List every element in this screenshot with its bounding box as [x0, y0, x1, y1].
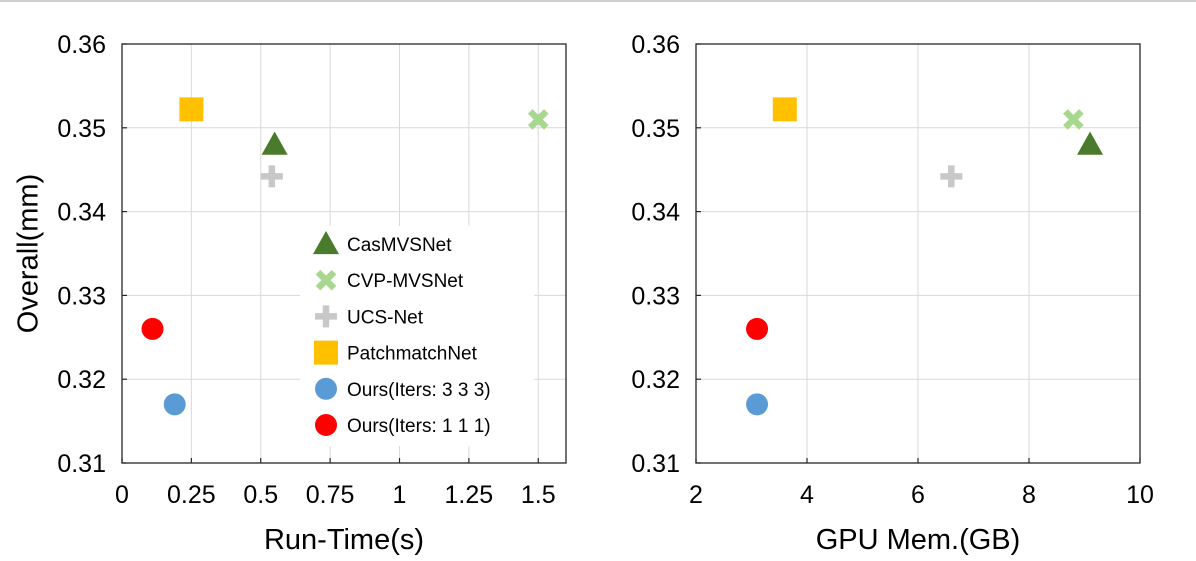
legend-label: UCS-Net [347, 307, 424, 328]
y-tick-label: 0.36 [57, 31, 106, 59]
data-point [260, 165, 283, 188]
data-point [746, 317, 769, 340]
x-tick-label: 6 [911, 481, 925, 509]
y-tick-label: 0.31 [631, 450, 680, 478]
legend-label: Ours(Iters: 1 1 1) [347, 416, 491, 437]
legend-box [300, 226, 534, 446]
data-point [179, 97, 204, 122]
x-tick-label: 0.5 [243, 481, 278, 509]
y-tick-label: 0.33 [57, 282, 106, 310]
legend-marker [315, 377, 337, 400]
x-tick-label: 1.25 [445, 481, 494, 509]
legend-marker [313, 231, 339, 255]
legend-label: PatchmatchNet [347, 344, 478, 365]
x-tick-label: 10 [1126, 481, 1154, 509]
x-tick-label: 8 [1022, 481, 1036, 509]
plot-frame [121, 43, 567, 464]
x-tick-label: 1 [393, 481, 407, 509]
x-tick-label: 0.75 [306, 481, 355, 509]
legend-marker [315, 305, 337, 328]
x-tick-label: 0 [115, 481, 129, 509]
data-point [1077, 131, 1104, 155]
data-point [772, 97, 797, 122]
data-point [163, 393, 186, 416]
legend-label: Ours(Iters: 3 3 3) [347, 380, 491, 401]
plot-frame [695, 43, 1141, 464]
y-tick-label: 0.32 [631, 366, 680, 394]
data-point [527, 109, 549, 130]
legend-marker [314, 340, 338, 365]
y-tick-label: 0.34 [631, 199, 680, 227]
y-tick-label: 0.32 [57, 366, 106, 394]
x-tick-label: 2 [689, 481, 703, 509]
y-tick-label: 0.35 [631, 115, 680, 143]
gpu-memory-plot: 2 4 6 8 10 0.31 0.32 0.33 0.34 0.35 0.36 GPU Mem.(… [631, 31, 1154, 556]
y-tick-label: 0.31 [57, 450, 106, 478]
y-tick-label: 0.34 [57, 199, 106, 227]
x-axis-label: GPU Mem.(GB) [816, 524, 1021, 556]
data-point [141, 317, 164, 340]
data-point [940, 165, 963, 188]
runtime-plot: 0 0.25 0.5 0.75 1 1.25 1.5 0.31 0.32 0.33 0.34 0.35… [13, 31, 567, 556]
x-tick-label: 4 [800, 481, 814, 509]
data-point [261, 131, 288, 155]
legend-label: CasMVSNet [347, 235, 452, 256]
legend-marker [315, 414, 337, 436]
x-axis-label: Run-Time(s) [264, 524, 424, 556]
data-point [1063, 109, 1084, 130]
legend-marker [315, 269, 337, 291]
legend: CasMVSNet CVP-MVSNet UCS-Net PatchmatchNet O… [300, 226, 534, 446]
data-point [746, 393, 769, 416]
x-tick-label: 1.5 [521, 481, 556, 509]
y-tick-label: 0.36 [631, 31, 680, 59]
legend-label: CVP-MVSNet [347, 271, 464, 292]
y-tick-label: 0.33 [631, 282, 680, 310]
y-axis-label: Overall(mm) [13, 174, 45, 334]
y-tick-label: 0.35 [57, 115, 106, 143]
x-tick-label: 0.25 [167, 481, 216, 509]
